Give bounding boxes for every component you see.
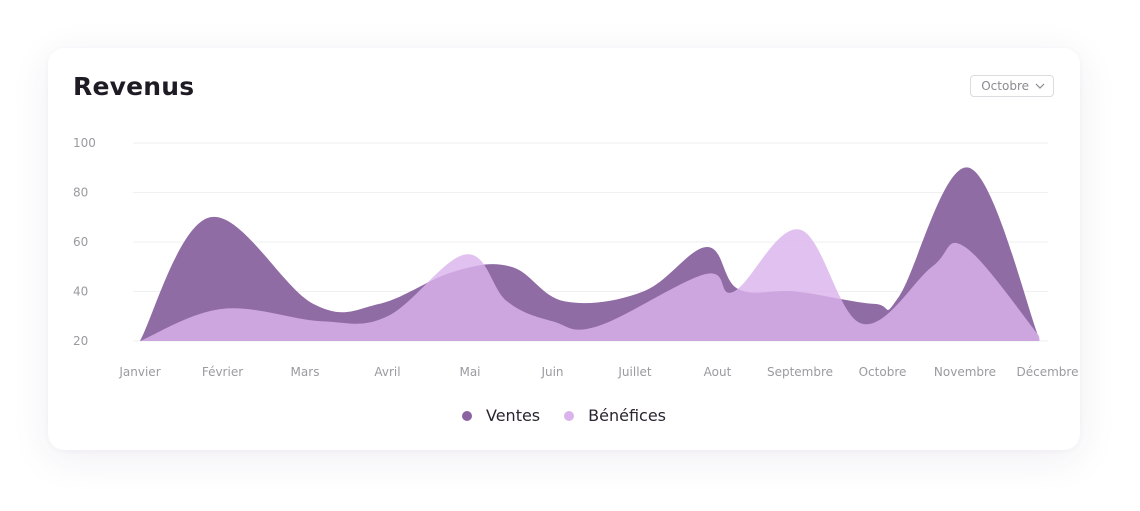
- chart-title: Revenus: [73, 72, 195, 101]
- y-tick-label: 40: [73, 285, 88, 299]
- legend-item[interactable]: Ventes: [462, 406, 540, 425]
- x-tick-label: Septembre: [767, 365, 833, 379]
- x-tick-label: Mars: [291, 365, 320, 379]
- legend-dot: [564, 410, 575, 421]
- series-areas: [140, 167, 1040, 341]
- chart-legend: Ventes Bénéfices: [48, 406, 1080, 425]
- x-tick-label: Février: [202, 365, 243, 379]
- x-axis: Janvier Février Mars Avril Mai Juin Juillet Aou…: [118, 365, 1078, 379]
- y-tick-label: 80: [73, 186, 88, 200]
- x-tick-label: Juillet: [617, 365, 652, 379]
- revenue-chart: 20 40 60 80 100 Janvier Février Mars Avril Mai Ju…: [73, 136, 1078, 379]
- y-tick-label: 60: [73, 235, 88, 249]
- y-tick-label: 20: [73, 334, 88, 348]
- x-tick-label: Aout: [704, 365, 732, 379]
- legend-label: Ventes: [486, 406, 541, 425]
- x-tick-label: Mai: [459, 365, 480, 379]
- x-tick-label: Décembre: [1017, 365, 1079, 379]
- revenue-card: Revenus Octobre 20 40 60 80 100 Janvier Févri…: [48, 48, 1080, 450]
- x-tick-label: Juin: [540, 365, 563, 379]
- legend-label: Bénéfices: [588, 406, 666, 425]
- series-area-2: [140, 229, 1040, 341]
- x-tick-label: Janvier: [118, 365, 160, 379]
- x-tick-label: Avril: [374, 365, 400, 379]
- legend-item[interactable]: Bénéfices: [564, 406, 666, 425]
- legend-dot: [462, 410, 472, 421]
- x-tick-label: Novembre: [934, 365, 996, 379]
- chevron-down-icon: [1035, 83, 1045, 89]
- x-tick-label: Octobre: [859, 365, 907, 379]
- y-axis: 20 40 60 80 100: [73, 136, 96, 348]
- month-select-value: Octobre: [981, 79, 1029, 93]
- y-tick-label: 100: [73, 136, 96, 150]
- month-select[interactable]: Octobre: [970, 75, 1054, 97]
